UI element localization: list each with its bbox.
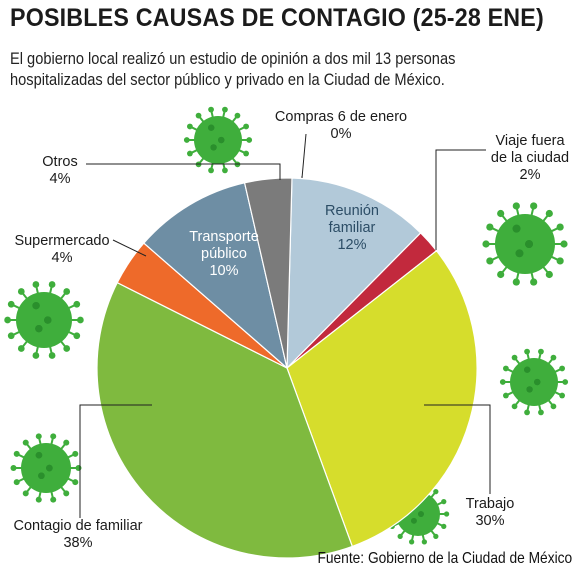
slice-value-contagio-de-familiar: 38% bbox=[63, 535, 92, 551]
slice-value-compras-6-de-enero: 0% bbox=[331, 126, 352, 142]
leader-lines bbox=[79, 133, 491, 518]
slice-contagio-de-familiar bbox=[96, 281, 354, 559]
slice-value-trabajo: 30% bbox=[475, 513, 504, 529]
slice-transporte-publico bbox=[142, 182, 288, 370]
slice-value-reunion-familiar: 12% bbox=[337, 237, 366, 253]
leader-line-otros bbox=[86, 163, 281, 180]
leader-line-trabajo bbox=[424, 404, 491, 494]
slice-value-otros: 4% bbox=[50, 171, 71, 187]
virus-icon bbox=[10, 433, 82, 503]
leader-line-supermercado bbox=[112, 239, 147, 257]
slice-label-transporte-publico: Transporte bbox=[189, 229, 259, 245]
slice-reunion-familiar bbox=[286, 177, 422, 370]
leader-line-compras-6-de-enero bbox=[301, 133, 307, 179]
slice-label-reunion-familiar: familiar bbox=[329, 220, 376, 236]
virus-icon bbox=[499, 348, 569, 416]
slice-value-transporte-publico: 10% bbox=[209, 263, 238, 279]
slice-label-viaje-fuera-de-la-ciudad: de la ciudad bbox=[491, 150, 569, 166]
chart-title: POSIBLES CAUSAS DE CONTAGIO (25-28 ENE) bbox=[10, 4, 544, 32]
subtitle-line-1: El gobierno local realizó un estudio de … bbox=[10, 49, 456, 68]
virus-icon bbox=[482, 202, 568, 286]
slice-value-supermercado: 4% bbox=[52, 250, 73, 266]
slice-label-compras-6-de-enero: Compras 6 de enero bbox=[275, 109, 407, 125]
slice-otros bbox=[243, 177, 293, 369]
slice-label-otros: Otros bbox=[42, 154, 77, 170]
slice-label-trabajo: Trabajo bbox=[466, 496, 515, 512]
slice-label-transporte-publico: público bbox=[201, 246, 247, 262]
slice-trabajo bbox=[286, 249, 478, 548]
leader-line-contagio-de-familiar bbox=[79, 404, 152, 518]
pie-slices bbox=[96, 177, 478, 559]
leader-line-viaje-fuera-de-la-ciudad bbox=[435, 149, 486, 250]
slice-label-viaje-fuera-de-la-ciudad: Viaje fuera bbox=[495, 133, 565, 149]
chart-subtitle: El gobierno local realizó un estudio de … bbox=[10, 48, 526, 90]
virus-icon bbox=[183, 106, 253, 174]
source-note: Fuente: Gobierno de la Ciudad de México bbox=[317, 550, 572, 567]
slice-value-viaje-fuera-de-la-ciudad: 2% bbox=[520, 167, 541, 183]
slice-label-contagio-de-familiar: Contagio de familiar bbox=[14, 518, 143, 534]
slice-label-reunion-familiar: Reunión bbox=[325, 203, 379, 219]
virus-icon bbox=[4, 281, 84, 359]
slice-label-supermercado: Supermercado bbox=[14, 233, 109, 249]
subtitle-line-2: hospitalizadas del sector público y priv… bbox=[10, 70, 445, 89]
